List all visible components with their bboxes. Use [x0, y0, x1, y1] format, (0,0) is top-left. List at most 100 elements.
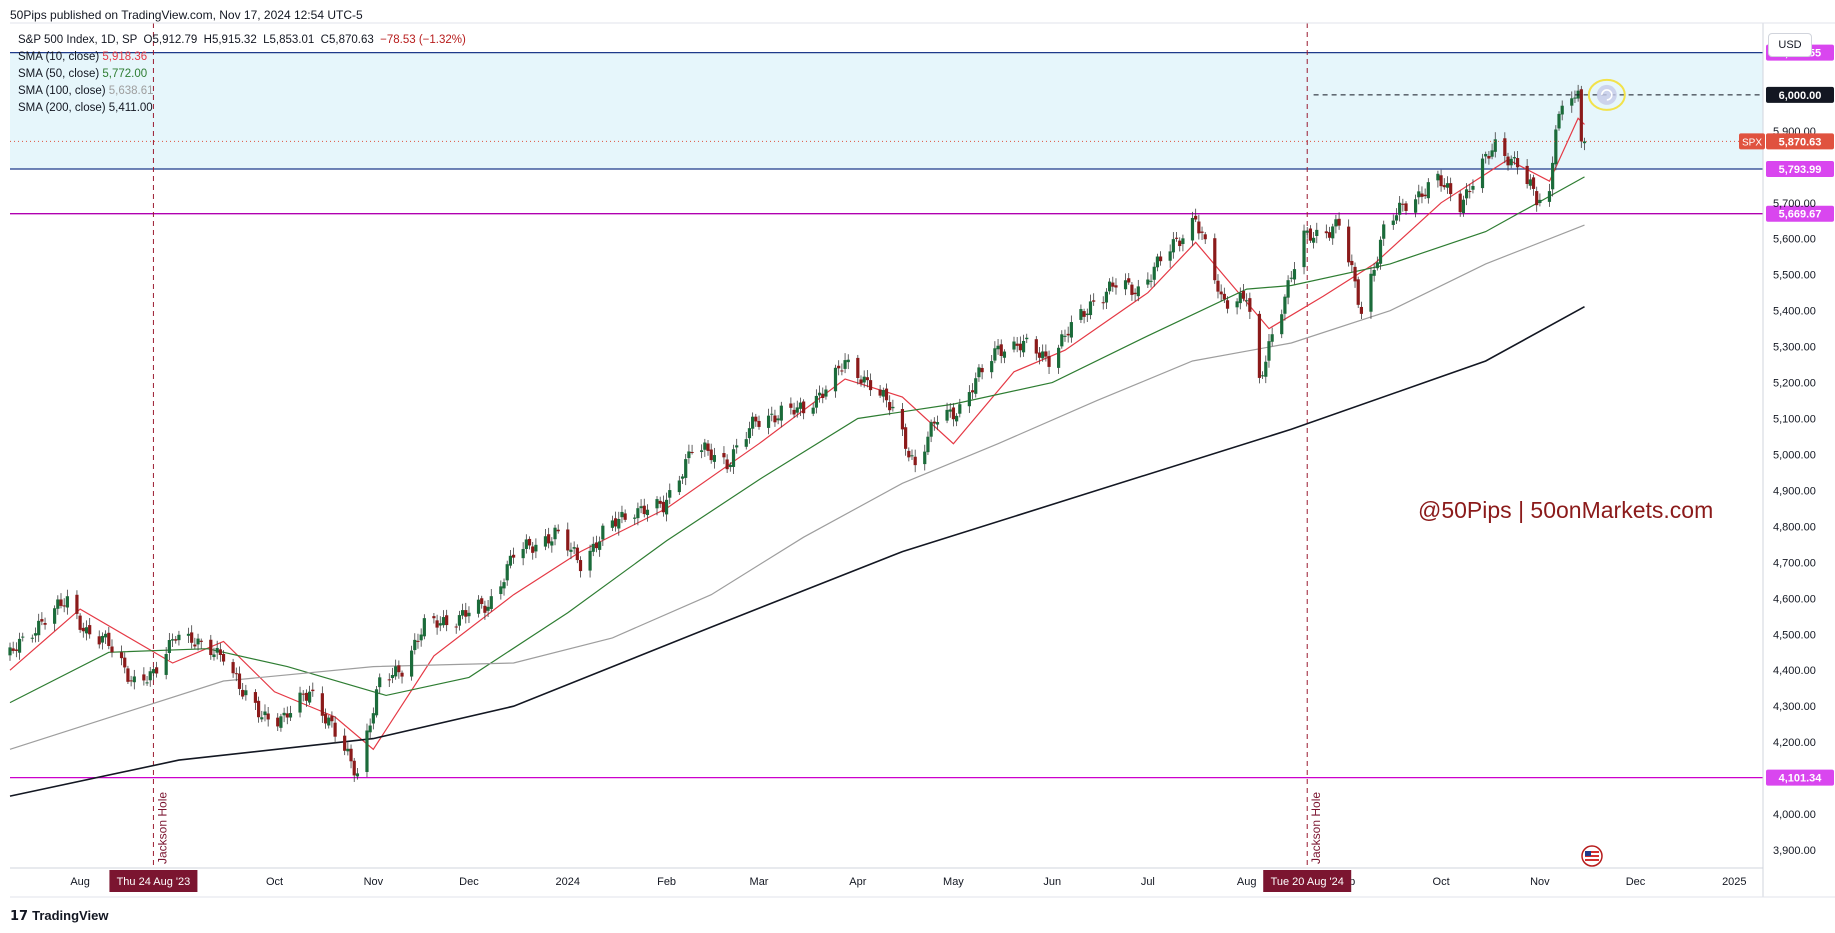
currency-button[interactable]: USD — [1768, 33, 1812, 57]
legend-sma-200[interactable]: SMA (200, close) 5,411.00 — [18, 102, 153, 114]
x-tick-label: Aug — [1237, 876, 1257, 888]
replay-arrow-icon — [1601, 89, 1613, 101]
legend-sma-10[interactable]: SMA (10, close) 5,918.36 — [18, 51, 147, 63]
candle-body — [282, 712, 286, 716]
tradingview-brand: TradingView — [32, 908, 109, 923]
candle-body — [1085, 313, 1089, 316]
candle-body — [881, 389, 885, 397]
candle-body — [352, 760, 356, 776]
candle-body — [1225, 300, 1230, 309]
candle-body — [30, 637, 34, 639]
candle-body — [508, 555, 513, 566]
tradingview-logo-icon: 17 — [10, 909, 29, 924]
y-tick-label: 5,100.00 — [1773, 414, 1816, 426]
candle-body — [1082, 311, 1086, 317]
candle-body — [142, 674, 146, 681]
candle-body — [1515, 158, 1520, 168]
sma-line[interactable] — [9, 305, 1585, 797]
tradingview-logo[interactable]: 17 TradingView — [10, 908, 108, 924]
candle-body — [323, 713, 328, 724]
candle-body — [1464, 189, 1469, 199]
candle-body — [550, 541, 554, 546]
candle-body — [390, 674, 395, 679]
candle-body — [1398, 202, 1402, 215]
candle-body — [1347, 226, 1351, 263]
candle-body — [620, 511, 624, 518]
candle-body — [664, 499, 669, 515]
candle-body — [1302, 230, 1306, 268]
highlight-circle[interactable] — [1587, 78, 1626, 111]
candle-body — [1468, 191, 1472, 193]
candle-body — [1216, 280, 1220, 292]
candle-body — [1334, 219, 1338, 227]
candle-body — [923, 451, 927, 465]
candle-body — [1034, 339, 1038, 354]
candle-body — [945, 409, 949, 421]
sma-line[interactable] — [9, 117, 1585, 751]
legend-open-value: 5,912.79 — [152, 34, 198, 46]
candle-body — [445, 615, 449, 626]
candle-body — [527, 538, 532, 546]
candle-body — [999, 344, 1003, 356]
candle-body — [276, 717, 280, 727]
candle-body — [1311, 237, 1316, 243]
candle-body — [1248, 298, 1252, 312]
legend-sma-100[interactable]: SMA (100, close) 5,638.61 — [18, 85, 154, 97]
level-tag — [1766, 160, 1834, 177]
candle-body — [1190, 217, 1195, 241]
candle-body — [926, 436, 930, 453]
candle-body — [1439, 175, 1443, 187]
candle-body — [186, 633, 191, 636]
candle-body — [505, 564, 509, 581]
candle-body — [1130, 284, 1134, 295]
x-tick-label: 2024 — [556, 876, 580, 888]
x-tick-label: Jul — [1141, 876, 1155, 888]
candle-body — [958, 404, 962, 414]
candle-body — [333, 722, 337, 737]
legend-sma-50[interactable]: SMA (50, close) 5,772.00 — [18, 68, 147, 80]
y-tick-label: 4,500.00 — [1773, 629, 1816, 641]
candle-body — [422, 618, 426, 637]
x-tick-label: Mar — [750, 876, 769, 888]
candle-body — [221, 653, 226, 662]
x-tick-label: Jun — [1043, 876, 1061, 888]
candle-body — [1369, 273, 1373, 312]
legend-sma-50-name: SMA (50, close) — [18, 68, 100, 80]
y-tick-label: 5,500.00 — [1773, 270, 1816, 282]
candle-body — [1372, 270, 1376, 276]
candle-body — [1535, 191, 1539, 206]
legend-high-label: H — [203, 34, 212, 46]
candle-body — [776, 418, 780, 421]
candle-body — [751, 416, 755, 429]
candle-body — [371, 713, 375, 724]
y-tick-label: 4,300.00 — [1773, 701, 1816, 713]
candle-body — [1308, 228, 1313, 241]
candle-body — [900, 409, 905, 430]
legend-low-value: 5,853.01 — [269, 34, 315, 46]
replay-icon[interactable] — [1596, 84, 1617, 105]
candle-body — [435, 620, 439, 628]
candle-body — [680, 476, 685, 479]
candle-body — [601, 525, 605, 540]
candle-body — [1155, 256, 1160, 268]
candle-body — [639, 506, 643, 509]
candle-body — [84, 627, 89, 634]
candle-body — [193, 644, 197, 647]
candle-body — [1114, 285, 1118, 288]
candle-body — [521, 549, 525, 559]
candle-body — [1382, 224, 1386, 239]
event-date-tag — [109, 870, 198, 892]
sma-line[interactable] — [9, 224, 1585, 750]
us-flag-event-icon[interactable] — [1577, 845, 1607, 867]
candle-body — [859, 379, 863, 384]
candle-body — [167, 640, 171, 653]
candle-body — [1136, 286, 1140, 297]
candle-body — [1401, 203, 1405, 205]
sma-line[interactable] — [9, 176, 1585, 704]
level-tag-label: 4,101.34 — [1779, 773, 1823, 785]
legend-sma-100-value: 5,638.61 — [108, 85, 154, 97]
candle-body — [668, 490, 672, 498]
level-tag-label: 5,793.99 — [1779, 164, 1822, 176]
candle-body — [257, 700, 261, 718]
